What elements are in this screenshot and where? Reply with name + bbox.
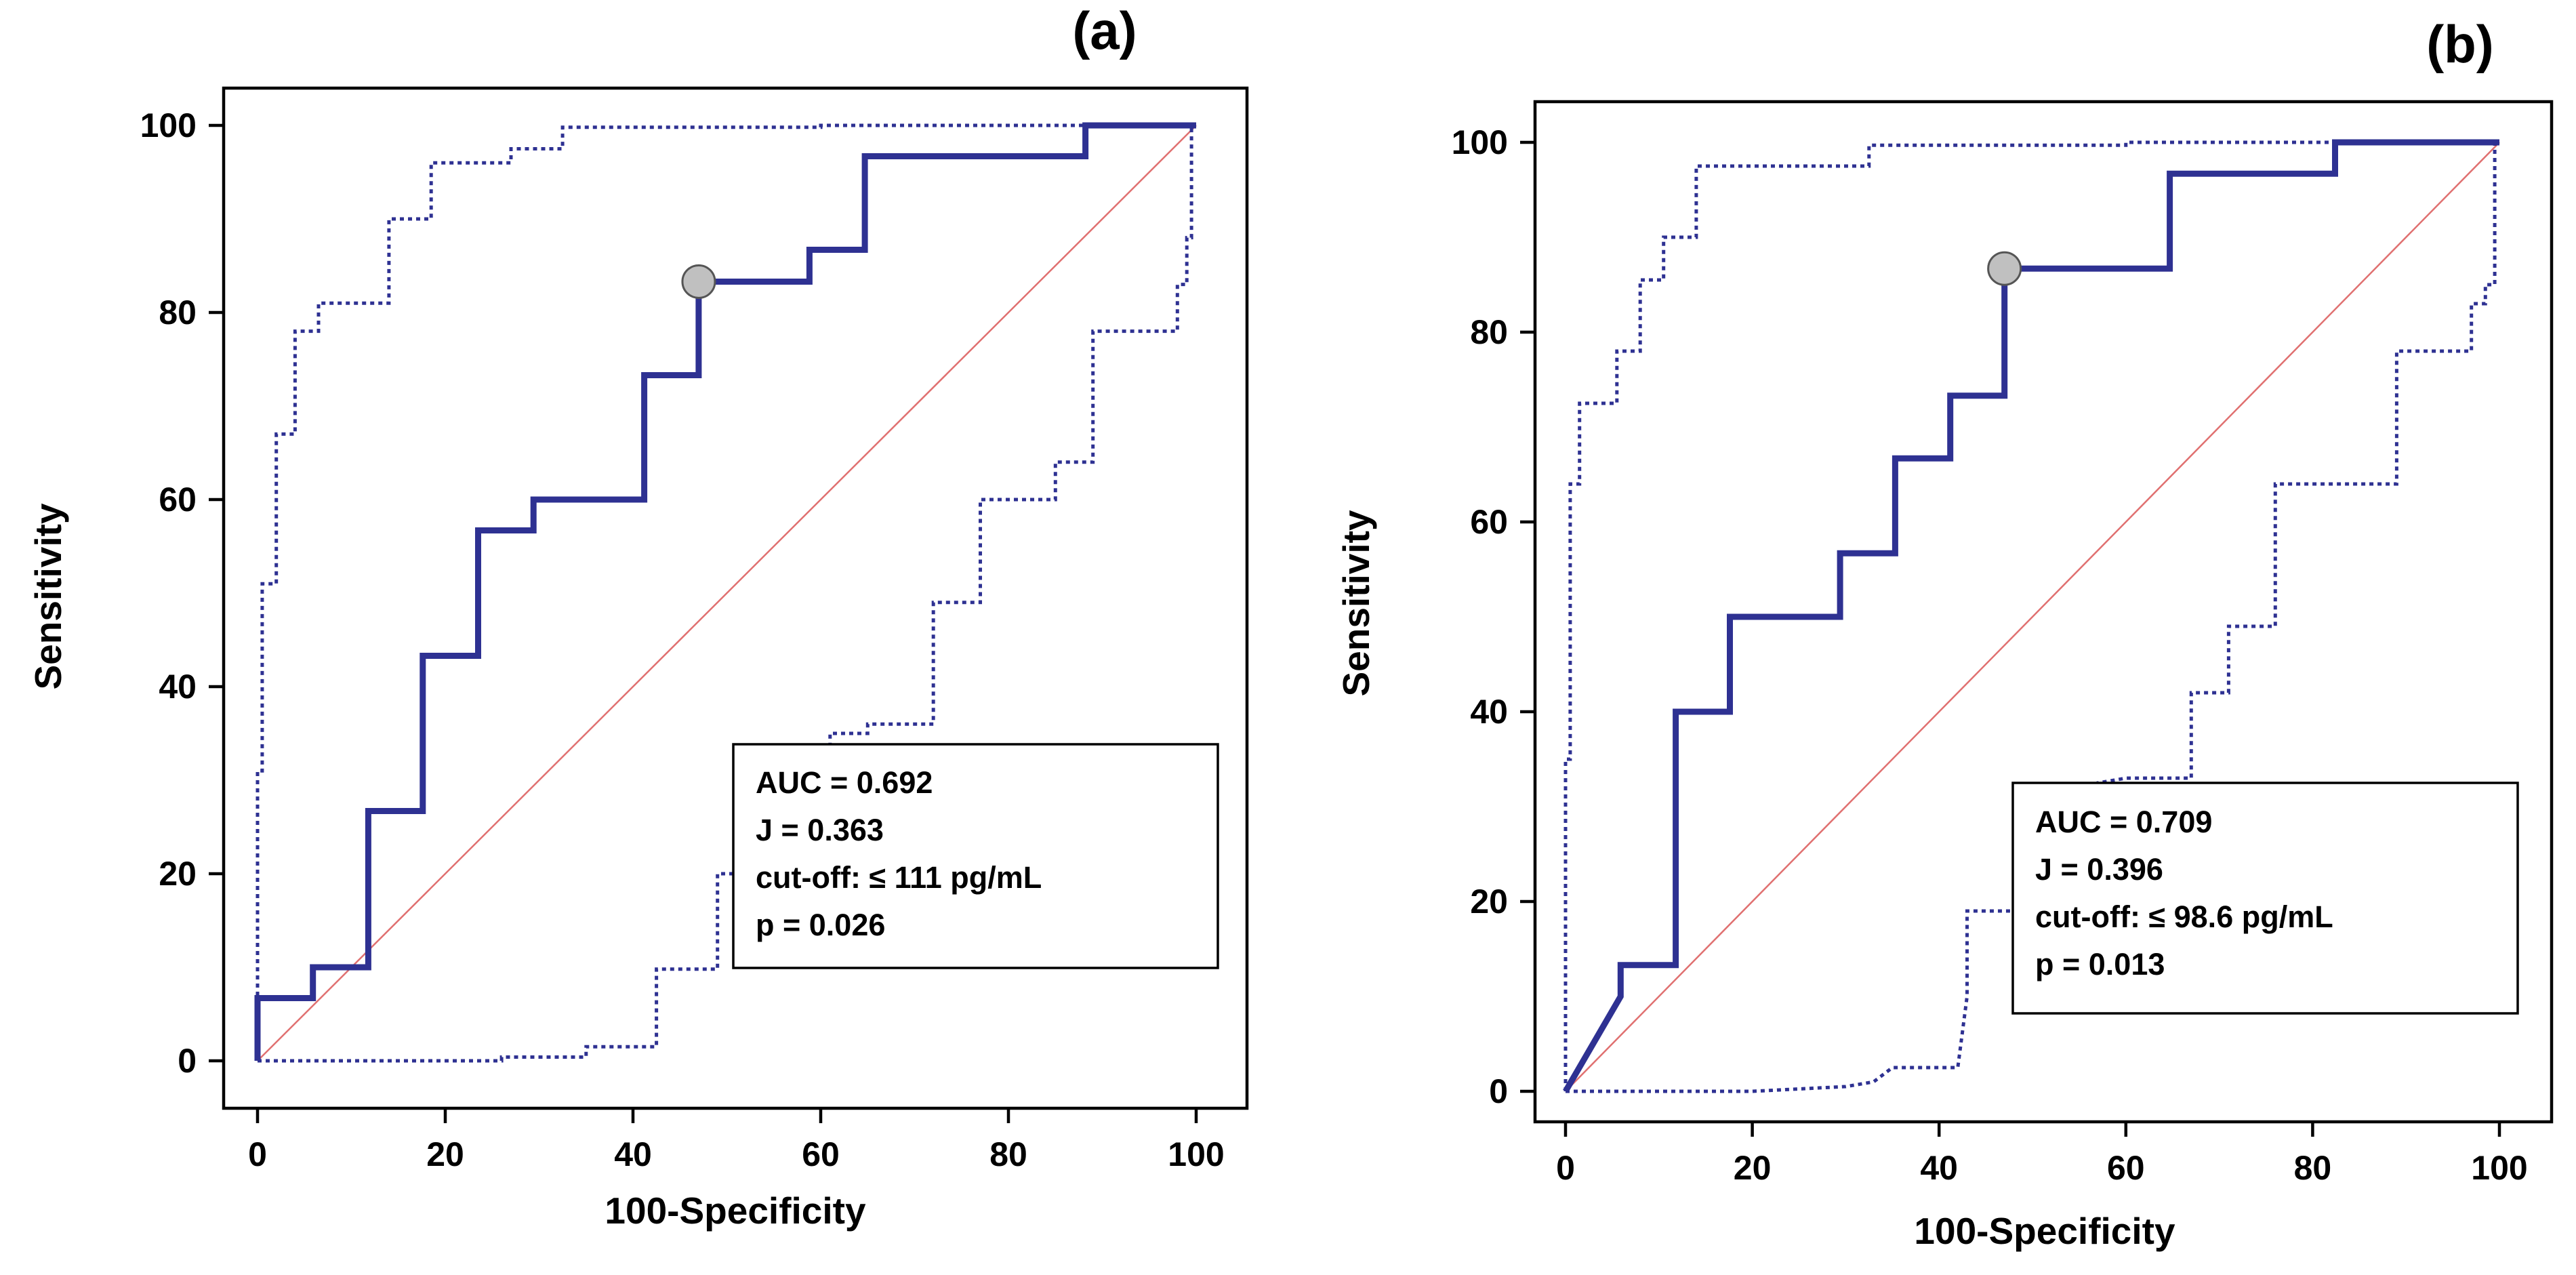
panel-b-y-tick-label: 100 (1452, 123, 1508, 161)
panel-b-y-tick-label: 80 (1470, 313, 1508, 351)
panel-a-stat-p: p = 0.026 (756, 908, 885, 942)
panel-a: (a) 0 20 40 60 80 100 0 20 40 60 80 100 100-Specif… (27, 1, 1249, 1232)
panel-b-reference-diagonal (1565, 142, 2500, 1092)
panel-a-label: (a) (1072, 1, 1137, 60)
panel-b-x-ticks: 0 20 40 60 80 100 (1556, 1122, 2528, 1187)
panel-a-y-tick-label: 20 (159, 855, 197, 893)
panel-b-x-tick-label: 80 (2294, 1149, 2332, 1187)
panel-a-x-tick-label: 60 (802, 1135, 840, 1173)
panel-b-y-tick-label: 20 (1470, 883, 1508, 920)
panel-a-y-tick-label: 40 (159, 668, 197, 706)
panel-b-plot-frame (1533, 100, 2554, 1124)
panel-b-label: (b) (2426, 14, 2494, 74)
panel-a-y-tick-label: 80 (159, 294, 197, 331)
panel-b-y-tick-label: 40 (1470, 693, 1508, 731)
panel-b-stat-auc: AUC = 0.709 (2035, 805, 2212, 839)
panel-b: (b) 0 20 40 60 80 100 0 20 40 60 80 100 100-Specif… (1335, 14, 2554, 1252)
panel-b-ci-lower-line (1566, 142, 2497, 1093)
panel-a-x-tick-label: 40 (614, 1135, 652, 1173)
panel-b-y-axis-title: Sensitivity (1335, 510, 1377, 697)
panel-a-x-tick-label: 0 (248, 1135, 267, 1173)
panel-a-x-tick-label: 100 (1168, 1135, 1224, 1173)
panel-a-x-ticks: 0 20 40 60 80 100 (248, 1108, 1225, 1173)
panel-a-x-tick-label: 20 (426, 1135, 464, 1173)
panel-a-y-tick-label: 0 (178, 1042, 197, 1080)
panel-b-roc-curve (1563, 139, 2499, 1093)
panel-b-ci-upper-line (1563, 140, 2499, 1091)
panel-b-x-tick-label: 100 (2471, 1149, 2527, 1187)
panel-a-stat-auc: AUC = 0.692 (756, 765, 933, 800)
panel-a-x-tick-label: 80 (989, 1135, 1027, 1173)
panel-a-plot-frame (222, 86, 1249, 1110)
panel-b-grid-marks (1563, 139, 2500, 1093)
panel-a-y-axis-title: Sensitivity (27, 503, 69, 690)
panel-b-stat-p: p = 0.013 (2035, 947, 2165, 981)
panel-b-x-tick-label: 20 (1734, 1149, 1772, 1187)
panel-b-x-tick-label: 0 (1556, 1149, 1575, 1187)
panel-a-ci-upper-line (255, 123, 1192, 1061)
panel-b-x-tick-label: 60 (2107, 1149, 2145, 1187)
panel-a-y-tick-label: 100 (140, 106, 197, 144)
panel-a-reference-diagonal (257, 125, 1197, 1061)
panel-b-y-ticks: 0 20 40 60 80 100 (1452, 123, 1535, 1110)
panel-b-stat-cutoff: cut-off: ≤ 98.6 pg/mL (2035, 899, 2333, 934)
panel-a-roc-curve (254, 122, 1196, 1061)
panel-a-x-axis-title: 100-Specificity (605, 1190, 866, 1232)
panel-b-stats-frame (2011, 782, 2519, 1015)
panel-a-y-tick-label: 60 (159, 481, 197, 519)
panel-b-y-tick-label: 0 (1489, 1072, 1508, 1110)
panel-b-stat-j: J = 0.396 (2035, 852, 2163, 887)
panel-a-cutoff-point (681, 264, 716, 299)
panel-a-stats-frame (732, 743, 1219, 969)
panel-a-y-ticks: 0 20 40 60 80 100 (140, 106, 224, 1080)
panel-b-cutoff-point (1987, 251, 2022, 286)
panel-b-x-tick-label: 40 (1920, 1149, 1958, 1187)
panel-b-x-axis-title: 100-Specificity (1914, 1210, 2175, 1252)
panel-a-stats-box: AUC = 0.692 J = 0.363 cut-off: ≤ 111 pg/… (732, 743, 1219, 969)
panel-a-ci-lower-line (258, 125, 1193, 1063)
panel-b-stats-box: AUC = 0.709 J = 0.396 cut-off: ≤ 98.6 pg… (2011, 782, 2519, 1015)
panel-a-stat-j: J = 0.363 (756, 813, 884, 847)
panel-b-y-tick-label: 60 (1470, 503, 1508, 541)
panel-a-stat-cutoff: cut-off: ≤ 111 pg/mL (756, 860, 1042, 895)
panel-a-grid-marks (254, 122, 1197, 1063)
